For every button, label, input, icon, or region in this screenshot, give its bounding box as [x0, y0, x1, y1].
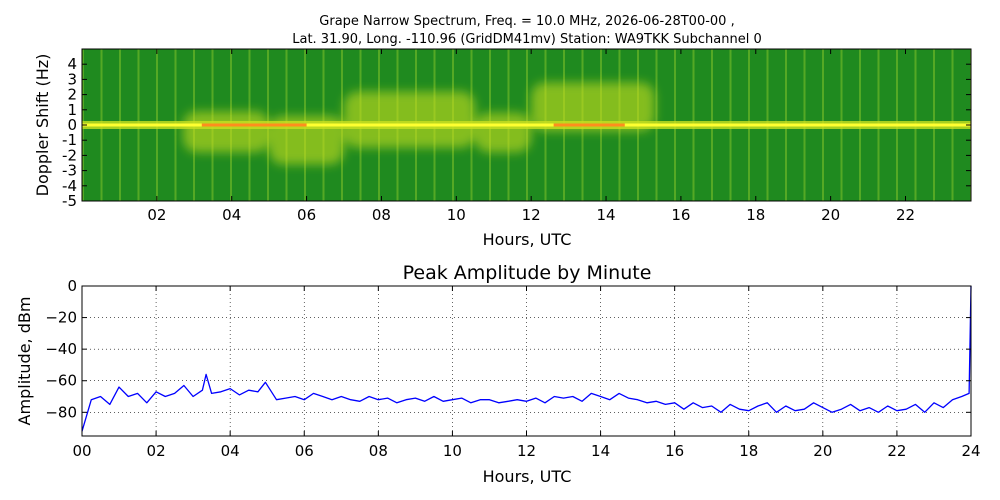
amplitude-plot-area [82, 286, 971, 436]
spectrogram-y-label: Doppler Shift (Hz) [33, 54, 52, 197]
amplitude-x-tick-label: 02 [147, 442, 166, 460]
disturbed-region-2 [344, 91, 476, 148]
spectrogram-y-tick-label: 4 [67, 55, 77, 73]
disturbed-region-0 [183, 111, 270, 153]
spectrogram-x-tick-label: 22 [896, 206, 915, 224]
amplitude-y-ticks: 0 −20 −40 −60 −80 [45, 277, 971, 421]
disturbed-region-3 [475, 112, 532, 153]
amplitude-x-tick-label: 12 [517, 442, 536, 460]
amplitude-x-tick-label: 20 [813, 442, 832, 460]
amplitude-x-label: Hours, UTC [483, 467, 572, 486]
spectrogram-x-label: Hours, UTC [483, 230, 572, 249]
spectrogram-y-tick-label: -2 [62, 146, 77, 164]
spectrogram-y-tick-label: 2 [67, 86, 77, 104]
amplitude-y-tick-label: 0 [67, 277, 77, 295]
spectrogram-y-tick-label: 1 [67, 101, 77, 119]
amplitude-y-label: Amplitude, dBm [15, 297, 34, 426]
spectrogram-x-tick-label: 02 [147, 206, 166, 224]
spectrogram-x-tick-label: 14 [596, 206, 615, 224]
spectrogram-y-tick-label: -5 [62, 192, 77, 210]
amplitude-x-tick-label: 18 [739, 442, 758, 460]
amplitude-title: Peak Amplitude by Minute [403, 262, 652, 284]
spectrogram-y-tick-label: 3 [67, 70, 77, 88]
spectrogram-x-tick-label: 06 [297, 206, 316, 224]
amplitude-x-tick-label: 00 [72, 442, 91, 460]
amplitude-x-tick-label: 06 [295, 442, 314, 460]
amplitude-x-tick-label: 22 [887, 442, 906, 460]
amplitude-x-tick-label: 16 [665, 442, 684, 460]
spectrogram-y-tick-label: -3 [62, 162, 77, 180]
amplitude-y-tick-label: −40 [45, 340, 77, 358]
carrier-line [82, 123, 971, 127]
amplitude-y-tick-label: −60 [45, 372, 77, 390]
amplitude-y-tick-label: −80 [45, 403, 77, 421]
amplitude-x-ticks: 00 02 04 06 08 10 12 14 16 18 20 22 24 [72, 286, 981, 460]
amplitude-y-tick-label: −20 [45, 309, 77, 327]
spectrogram-x-ticks: 02 04 06 08 10 12 14 16 18 20 22 [147, 49, 915, 224]
amplitude-x-tick-label: 10 [443, 442, 462, 460]
spectrogram-x-tick-label: 18 [746, 206, 765, 224]
spectrogram-y-tick-label: -4 [62, 177, 77, 195]
disturbed-region-4 [531, 82, 655, 132]
spectrogram-y-tick-label: -1 [62, 131, 77, 149]
spectrogram-x-tick-label: 20 [821, 206, 840, 224]
carrier-peak-0 [201, 123, 307, 127]
amplitude-x-tick-label: 04 [221, 442, 240, 460]
carrier-peak-1 [553, 123, 625, 127]
spectrogram-y-tick-label: 0 [67, 116, 77, 134]
figure-title-line2: Lat. 31.90, Long. -110.96 (GridDM41mv) S… [292, 32, 762, 47]
amplitude-x-tick-label: 08 [369, 442, 388, 460]
spectrogram-x-tick-label: 10 [447, 206, 466, 224]
amplitude-series-line [81, 285, 972, 432]
spectrogram-carrier [82, 121, 971, 129]
amplitude-x-tick-label: 14 [591, 442, 610, 460]
spectrogram-x-tick-label: 16 [671, 206, 690, 224]
spectrogram-x-tick-label: 12 [522, 206, 541, 224]
spectrogram-x-tick-label: 08 [372, 206, 391, 224]
amplitude-x-tick-label: 24 [961, 442, 980, 460]
figure-title-line1: Grape Narrow Spectrum, Freq. = 10.0 MHz,… [319, 14, 734, 29]
spectrogram-x-tick-label: 04 [222, 206, 241, 224]
amplitude-panel: 00 02 04 06 08 10 12 14 16 18 20 22 24 0 −20 −40 −60 −80… [15, 262, 981, 486]
